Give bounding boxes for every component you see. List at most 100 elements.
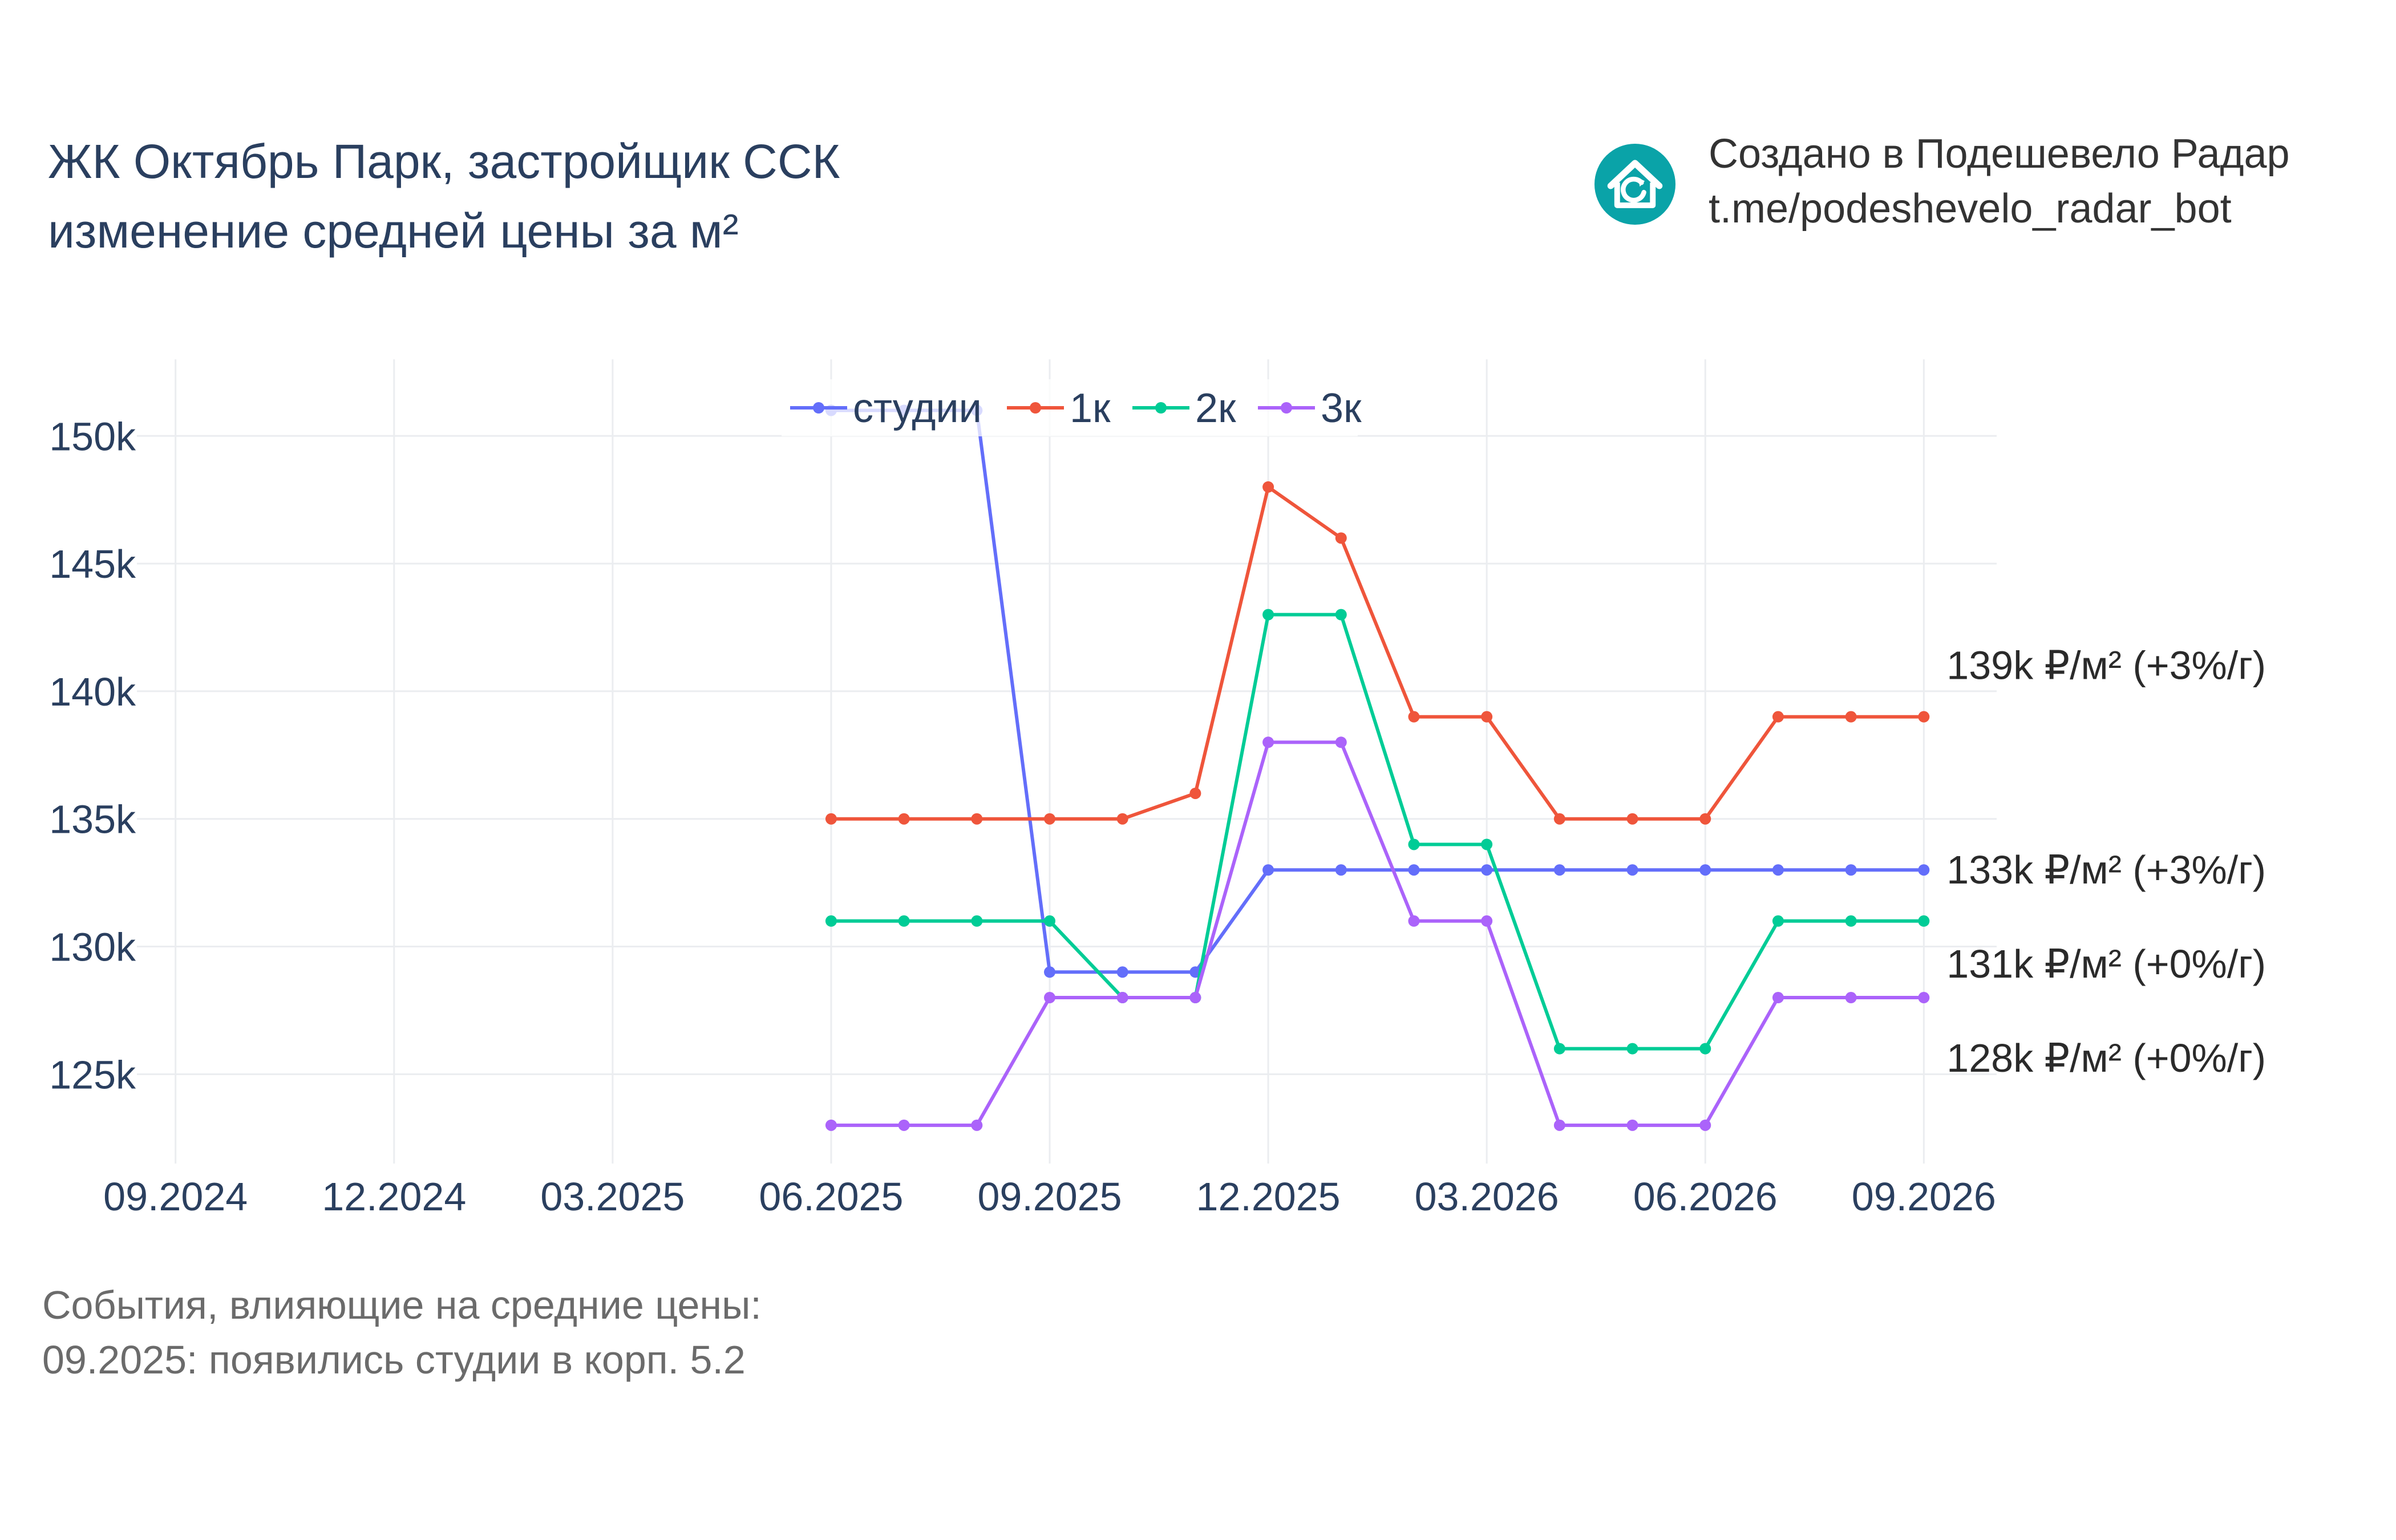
data-point: [1553, 1043, 1565, 1055]
data-point: [971, 813, 983, 825]
data-point: [825, 915, 837, 927]
data-point: [1408, 864, 1420, 876]
events-note: События, влияющие на средние цены: 09.20…: [42, 1278, 762, 1387]
data-point: [898, 915, 910, 927]
brand-credit-link[interactable]: t.me/podeshevelo_radar_bot: [1709, 186, 2232, 232]
data-point: [1189, 787, 1201, 799]
brand-credit: Создано в Подешевело Радар t.me/podeshev…: [1709, 127, 2290, 236]
legend-label: студии: [853, 386, 982, 431]
legend-swatch-marker: [1155, 402, 1167, 414]
chart-title-line-2: изменение средней цены за м²: [48, 204, 739, 258]
series-line: [831, 740, 1924, 1127]
legend-label: 3к: [1321, 386, 1362, 431]
series-3к: [825, 736, 1930, 1131]
y-tick-label: 150k: [49, 414, 136, 459]
data-point: [1699, 1119, 1711, 1131]
data-point: [1044, 915, 1055, 927]
data-point: [1772, 864, 1784, 876]
data-point: [1626, 1119, 1638, 1131]
data-point: [1408, 915, 1420, 927]
x-tick-label: 06.2026: [1633, 1174, 1778, 1219]
data-point: [1481, 838, 1493, 850]
data-point: [1699, 864, 1711, 876]
legend-swatch-marker: [813, 402, 824, 414]
legend-label: 2к: [1195, 386, 1236, 431]
house-refresh-icon: [1594, 144, 1675, 225]
data-point: [971, 1119, 983, 1131]
y-tick-label: 140k: [49, 670, 136, 714]
data-point: [1772, 711, 1784, 723]
series-end-label: 128k ₽/м² (+0%/г): [1946, 1036, 2266, 1080]
data-point: [1335, 864, 1347, 876]
data-point: [1116, 813, 1128, 825]
x-tick-label: 12.2025: [1196, 1174, 1341, 1219]
data-point: [1918, 711, 1930, 723]
data-point: [1044, 992, 1055, 1004]
series-line: [831, 485, 1924, 821]
legend-item: 3к: [1258, 386, 1362, 431]
data-point: [971, 915, 983, 927]
event-item: 09.2025: появились студии в корп. 5.2: [42, 1338, 746, 1382]
data-point: [1626, 864, 1638, 876]
data-point: [1262, 736, 1274, 748]
data-point: [1262, 481, 1274, 493]
data-point: [1626, 1043, 1638, 1055]
chart-series-lines: [825, 404, 1930, 1131]
data-point: [825, 813, 837, 825]
data-point: [1845, 711, 1857, 723]
series-line: [831, 408, 1924, 974]
data-point: [1335, 736, 1347, 748]
data-point: [1626, 813, 1638, 825]
series-end-label: 139k ₽/м² (+3%/г): [1946, 643, 2266, 688]
data-point: [1481, 915, 1493, 927]
y-tick-label: 130k: [49, 925, 136, 970]
data-point: [1918, 864, 1930, 876]
data-point: [1408, 711, 1420, 723]
data-point: [898, 813, 910, 825]
legend-item: студии: [790, 386, 982, 431]
data-point: [1116, 992, 1128, 1004]
series-end-label: 133k ₽/м² (+3%/г): [1946, 848, 2266, 892]
data-point: [1699, 813, 1711, 825]
y-tick-label: 125k: [49, 1052, 136, 1097]
chart-title-line-1: ЖК Октябрь Парк, застройщик ССК: [48, 135, 840, 188]
end-labels: 139k ₽/м² (+3%/г) 133k ₽/м² (+3%/г) 131k ₽…: [1946, 643, 2266, 1081]
data-point: [1699, 1043, 1711, 1055]
x-tick-label: 03.2026: [1415, 1174, 1559, 1219]
data-point: [1116, 966, 1128, 978]
y-tick-label: 135k: [49, 797, 136, 842]
data-point: [1044, 813, 1055, 825]
data-point: [1408, 838, 1420, 850]
chart-grid: [137, 359, 1997, 1164]
x-tick-label: 12.2024: [322, 1174, 466, 1219]
series-line: [831, 613, 1924, 1051]
data-point: [1262, 609, 1274, 621]
data-point: [1845, 915, 1857, 927]
data-point: [1335, 532, 1347, 544]
series-1к: [825, 481, 1930, 825]
legend-label: 1к: [1070, 386, 1111, 431]
legend-item: 2к: [1132, 386, 1236, 431]
chart-legend: студии 1к 2к 3к: [782, 379, 1362, 436]
data-point: [1918, 915, 1930, 927]
data-point: [1918, 992, 1930, 1004]
y-tick-label: 145k: [49, 542, 136, 586]
x-tick-label: 09.2025: [977, 1174, 1122, 1219]
legend-swatch-marker: [1281, 402, 1292, 414]
data-point: [1553, 1119, 1565, 1131]
data-point: [1481, 711, 1493, 723]
legend-item: 1к: [1007, 386, 1111, 431]
data-point: [1189, 992, 1201, 1004]
x-tick-label: 06.2025: [759, 1174, 903, 1219]
legend-swatch-marker: [1030, 402, 1041, 414]
x-tick-label: 03.2025: [540, 1174, 685, 1219]
chart-title: ЖК Октябрь Парк, застройщик ССК изменени…: [48, 127, 840, 266]
x-tick-label: 09.2026: [1852, 1174, 1996, 1219]
data-point: [1262, 864, 1274, 876]
series-2к: [825, 609, 1930, 1055]
data-point: [1553, 864, 1565, 876]
x-axis: 09.2024 12.2024 03.2025 06.2025 09.2025 12.20…: [103, 1174, 1996, 1219]
y-axis: 125k 130k 135k 140k 145k 150k: [49, 414, 136, 1097]
data-point: [825, 1119, 837, 1131]
